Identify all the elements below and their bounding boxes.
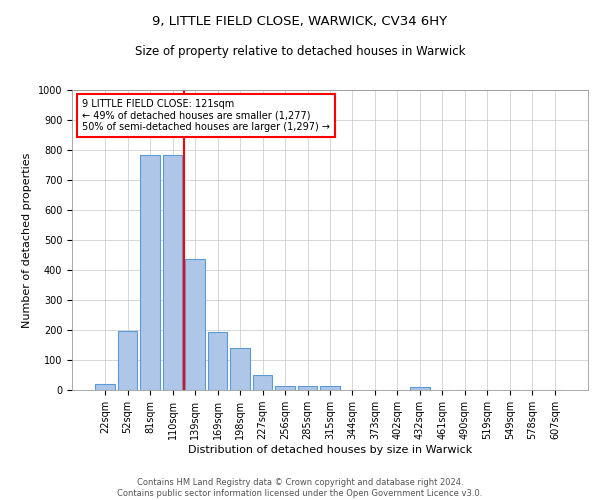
X-axis label: Distribution of detached houses by size in Warwick: Distribution of detached houses by size … [188,445,472,455]
Bar [95,384,115,390]
Bar [208,332,227,390]
Y-axis label: Number of detached properties: Number of detached properties [22,152,32,328]
Bar [298,386,317,390]
Bar [320,386,340,390]
Bar [185,258,205,390]
Text: 9 LITTLE FIELD CLOSE: 121sqm
← 49% of detached houses are smaller (1,277)
50% of: 9 LITTLE FIELD CLOSE: 121sqm ← 49% of de… [82,99,331,132]
Bar [118,331,137,390]
Bar [163,155,182,390]
Text: Contains HM Land Registry data © Crown copyright and database right 2024.
Contai: Contains HM Land Registry data © Crown c… [118,478,482,498]
Bar [275,386,295,390]
Bar [253,375,272,390]
Bar [410,387,430,390]
Text: Size of property relative to detached houses in Warwick: Size of property relative to detached ho… [135,45,465,58]
Bar [230,348,250,390]
Bar [140,155,160,390]
Text: 9, LITTLE FIELD CLOSE, WARWICK, CV34 6HY: 9, LITTLE FIELD CLOSE, WARWICK, CV34 6HY [152,15,448,28]
